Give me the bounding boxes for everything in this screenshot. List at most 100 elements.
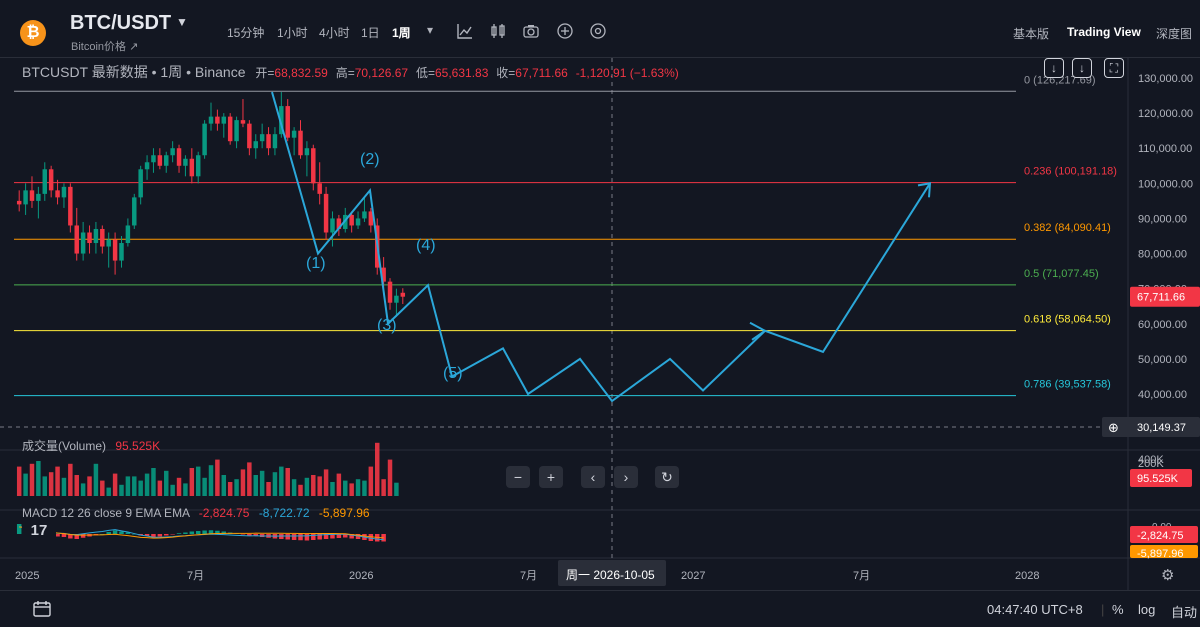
legend-close: 67,711.66 bbox=[515, 66, 568, 80]
price-axis-tick-3: 100,000.00 bbox=[1138, 178, 1193, 190]
timeframe-1d[interactable]: 1日 bbox=[361, 26, 380, 40]
macd-value-2: -8,722.72 bbox=[258, 506, 310, 520]
candle-body-34 bbox=[234, 120, 239, 142]
macd-bar-8 bbox=[68, 534, 73, 539]
volume-bar-41 bbox=[279, 466, 284, 496]
macd-bar-25 bbox=[176, 533, 182, 534]
calendar-goto-icon[interactable] bbox=[32, 600, 52, 618]
fib-level-label-5: 0.786 (39,537.58) bbox=[1024, 379, 1111, 391]
zoom-in-button[interactable]: + bbox=[539, 466, 563, 488]
auto-scale-toggle[interactable]: 自动 bbox=[1171, 605, 1198, 620]
fullscreen-button[interactable]: ⛶ bbox=[1104, 58, 1124, 78]
macd-bar-20 bbox=[144, 534, 150, 536]
candle-body-48 bbox=[323, 193, 329, 233]
macd-bar-21 bbox=[151, 534, 156, 537]
candle-body-28 bbox=[195, 155, 201, 177]
timeframe-1h[interactable]: 1小时 bbox=[277, 26, 308, 40]
candle-body-19 bbox=[138, 169, 143, 198]
zoom-out-button[interactable]: − bbox=[506, 466, 530, 488]
candle-body-31 bbox=[215, 116, 220, 124]
legend-symbol: BTCUSDT 最新数据 • 1周 • Binance bbox=[22, 64, 246, 80]
scroll-right-button[interactable]: › bbox=[614, 466, 638, 488]
legend-high-label: 高= bbox=[335, 66, 355, 80]
last-volume-tag bbox=[1130, 469, 1192, 487]
volume-bar-38 bbox=[259, 470, 265, 496]
symbol-title[interactable]: BTC/USDT bbox=[70, 12, 172, 34]
legend-open: 68,832.59 bbox=[274, 66, 328, 80]
timeframe-15m[interactable]: 15分钟 bbox=[227, 26, 265, 40]
crosshair-price-tag bbox=[1102, 417, 1200, 437]
macd-bar-24 bbox=[170, 534, 175, 535]
candle-type-icon[interactable] bbox=[489, 22, 507, 40]
volume-bar-49 bbox=[330, 482, 335, 496]
volume-bar-0 bbox=[16, 466, 22, 496]
volume-bar-19 bbox=[138, 480, 143, 496]
candle-body-11 bbox=[87, 232, 92, 244]
candle-body-1 bbox=[23, 190, 28, 205]
volume-bar-9 bbox=[74, 475, 79, 496]
timeframe-more-dropdown-icon[interactable]: ▾ bbox=[427, 23, 434, 37]
volume-bar-36 bbox=[247, 462, 252, 496]
volume-bar-12 bbox=[93, 463, 99, 496]
candle-body-36 bbox=[247, 123, 252, 149]
candle-body-6 bbox=[55, 190, 60, 198]
wave-label-2: (2) bbox=[360, 151, 380, 168]
volume-bar-10 bbox=[80, 483, 86, 496]
percent-scale-toggle[interactable]: % bbox=[1112, 602, 1124, 617]
scale-down-button[interactable]: ↓ bbox=[1044, 58, 1064, 78]
tab-basic-view[interactable]: 基本版 bbox=[1013, 27, 1050, 41]
symbol-subtitle-link[interactable]: Bitcoin价格 ↗ bbox=[71, 41, 139, 53]
price-axis-tick-0: 130,000.00 bbox=[1138, 73, 1193, 85]
macd-bar-44 bbox=[298, 534, 303, 541]
scale-down-button-2[interactable]: ↓ bbox=[1072, 58, 1092, 78]
volume-axis-tick-0: 400K bbox=[1138, 454, 1164, 466]
volume-bar-14 bbox=[106, 487, 111, 496]
macd-bar-53 bbox=[355, 534, 361, 539]
volume-bar-42 bbox=[285, 468, 290, 496]
timeframe-1w[interactable]: 1周 bbox=[392, 26, 411, 40]
macd-bar-47 bbox=[317, 534, 322, 540]
volume-bar-58 bbox=[387, 459, 393, 496]
candle-body-23 bbox=[164, 155, 169, 166]
tab-tradingview[interactable]: Trading View bbox=[1067, 25, 1141, 39]
volume-bar-22 bbox=[157, 480, 163, 496]
time-axis-tick-0: 2025 bbox=[15, 570, 39, 582]
volume-bar-43 bbox=[291, 479, 297, 496]
volume-bar-46 bbox=[311, 475, 316, 496]
candle-body-21 bbox=[151, 155, 156, 163]
candle-body-32 bbox=[221, 116, 227, 124]
volume-bar-24 bbox=[170, 484, 175, 496]
chart-settings-icon: ⚙ bbox=[1161, 566, 1174, 584]
candle-body-20 bbox=[144, 162, 150, 170]
symbol-dropdown-icon[interactable]: ▼ bbox=[176, 15, 188, 29]
volume-bar-32 bbox=[221, 475, 227, 496]
candle-body-22 bbox=[157, 155, 163, 166]
price-axis-tick-7: 60,000.00 bbox=[1138, 319, 1187, 331]
volume-bar-28 bbox=[195, 466, 201, 496]
camera-icon[interactable] bbox=[522, 22, 540, 40]
clock-timezone[interactable]: 04:47:40 UTC+8 bbox=[987, 602, 1083, 617]
legend-low: 65,631.83 bbox=[435, 66, 489, 80]
add-icon[interactable] bbox=[556, 22, 574, 40]
crosshair-time-tag bbox=[558, 560, 666, 586]
legend-close-label: 收= bbox=[496, 66, 516, 80]
tab-depth-chart[interactable]: 深度图 bbox=[1156, 27, 1193, 41]
volume-bar-2 bbox=[29, 463, 35, 496]
scroll-left-button[interactable]: ‹ bbox=[581, 466, 605, 488]
volume-bar-55 bbox=[368, 466, 374, 496]
wave-label-1: (1) bbox=[306, 255, 326, 272]
volume-bar-18 bbox=[132, 476, 137, 496]
indicator-icon[interactable] bbox=[456, 22, 474, 40]
macd-bar-28 bbox=[195, 531, 201, 534]
price-chart[interactable]: 0 (126,217.69)0.236 (100,191.18)0.382 (8… bbox=[0, 58, 1200, 590]
macd-value-3: -5,897.96 bbox=[318, 506, 370, 520]
reset-chart-button[interactable]: ↻ bbox=[655, 466, 679, 488]
timeframe-4h[interactable]: 4小时 bbox=[319, 26, 350, 40]
candle-body-38 bbox=[259, 134, 265, 142]
settings-icon[interactable] bbox=[589, 22, 607, 40]
candle-body-55 bbox=[368, 211, 374, 226]
log-scale-toggle[interactable]: log bbox=[1138, 602, 1156, 617]
wave-arrow-head-2 bbox=[917, 182, 932, 198]
fib-level-label-3: 0.5 (71,077.45) bbox=[1024, 268, 1099, 280]
macd-value-tag-2 bbox=[1130, 545, 1198, 558]
